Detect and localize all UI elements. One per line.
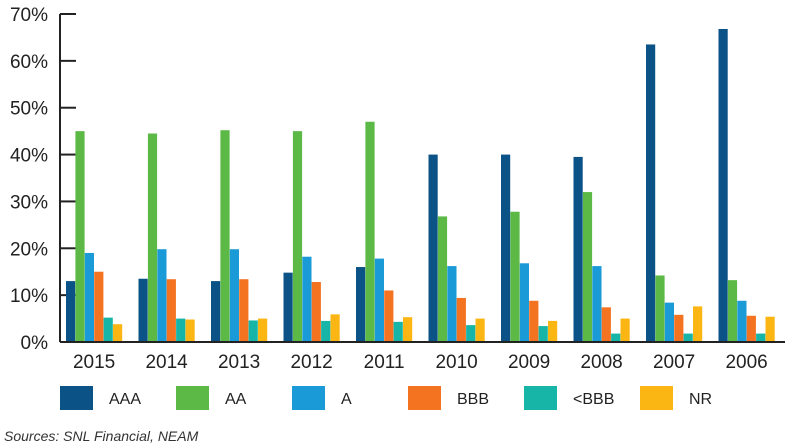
y-tick-label: 40% bbox=[10, 146, 48, 167]
y-tick-label: 10% bbox=[10, 286, 48, 307]
bar-2014-ltBBB bbox=[176, 318, 186, 342]
bar-2007-AA bbox=[655, 275, 665, 342]
bar-2010-AA bbox=[437, 216, 448, 342]
bar-2008-A bbox=[592, 266, 602, 342]
bar-2011-AAA bbox=[356, 267, 366, 342]
bar-2014-AA bbox=[147, 133, 158, 342]
bar-2007-NR bbox=[693, 306, 703, 342]
bar-2013-NR bbox=[258, 318, 268, 342]
y-axis: 0% 10% 20% 30% 40% 50% 60% 70% bbox=[10, 5, 76, 354]
y-tick-label: 20% bbox=[10, 239, 48, 260]
bar-2009-AA bbox=[510, 211, 520, 342]
bar-2012-A bbox=[302, 256, 312, 342]
x-tick-label: 2010 bbox=[435, 352, 477, 373]
bar-2007-ltBBB bbox=[683, 333, 693, 342]
legend-label: AAA bbox=[109, 391, 141, 408]
bar-2009-ltBBB bbox=[538, 326, 548, 342]
bar-2015-AA bbox=[75, 131, 85, 342]
x-tick-label: 2006 bbox=[725, 352, 767, 373]
bar-2015-NR bbox=[113, 324, 123, 342]
bars bbox=[66, 28, 775, 343]
bar-2014-AAA bbox=[138, 278, 148, 342]
legend-label: AA bbox=[225, 391, 247, 408]
legend-label: BBB bbox=[457, 391, 489, 408]
legend-swatch bbox=[292, 386, 325, 410]
bar-2010-BBB bbox=[456, 297, 466, 342]
legend-label: NR bbox=[689, 391, 712, 408]
bar-2010-ltBBB bbox=[466, 325, 476, 342]
bar-2014-A bbox=[157, 249, 167, 342]
bar-2012-BBB bbox=[311, 282, 321, 342]
bar-2012-AA bbox=[292, 131, 303, 342]
x-tick-label: 2008 bbox=[580, 352, 622, 373]
bar-2011-A bbox=[374, 258, 384, 342]
bar-2008-ltBBB bbox=[611, 333, 621, 342]
bar-2006-BBB bbox=[746, 315, 756, 342]
x-tick-label: 2014 bbox=[145, 352, 188, 373]
bar-2009-AAA bbox=[501, 154, 511, 342]
bar-2006-AAA bbox=[718, 28, 728, 343]
x-tick-label: 2007 bbox=[653, 352, 695, 373]
legend-swatch bbox=[640, 386, 673, 410]
legend: AAA AA A BBB <BBB NR bbox=[60, 386, 712, 410]
legend-label: <BBB bbox=[573, 391, 614, 408]
legend-swatch bbox=[60, 386, 93, 410]
bar-2009-NR bbox=[548, 320, 558, 342]
bar-2015-BBB bbox=[94, 271, 104, 342]
bar-2006-ltBBB bbox=[756, 333, 766, 342]
bar-2015-ltBBB bbox=[103, 317, 113, 342]
bar-2008-NR bbox=[620, 318, 630, 342]
bar-2012-NR bbox=[330, 314, 340, 342]
y-tick-label: 60% bbox=[10, 52, 48, 73]
bar-2011-BBB bbox=[384, 290, 394, 342]
bar-2008-BBB bbox=[601, 307, 611, 342]
x-tick-label: 2012 bbox=[290, 352, 332, 373]
legend-swatch bbox=[524, 386, 557, 410]
legend-swatch bbox=[408, 386, 441, 410]
bar-2010-A bbox=[447, 266, 457, 342]
bar-2009-A bbox=[519, 263, 529, 342]
bar-2006-AA bbox=[727, 280, 738, 342]
bar-2008-AA bbox=[582, 192, 593, 342]
bar-2013-ltBBB bbox=[248, 320, 258, 342]
bar-2013-A bbox=[229, 249, 239, 342]
y-tick-label: 70% bbox=[10, 5, 48, 26]
legend-label: A bbox=[341, 391, 352, 408]
bar-2014-BBB bbox=[166, 279, 176, 342]
bar-2006-A bbox=[737, 300, 747, 342]
bar-2009-BBB bbox=[529, 300, 539, 342]
bar-2014-NR bbox=[185, 319, 195, 342]
bar-2015-AAA bbox=[66, 281, 76, 342]
bar-2015-A bbox=[84, 252, 94, 342]
x-axis: 2015 2014 2013 2012 2011 2010 2009 2008 2007 2006 bbox=[60, 341, 785, 373]
bar-2007-BBB bbox=[674, 314, 684, 342]
source-note: Sources: SNL Financial, NEAM bbox=[4, 428, 199, 444]
bar-2010-NR bbox=[475, 318, 485, 342]
legend-swatch bbox=[176, 386, 209, 410]
bar-2013-AAA bbox=[211, 281, 221, 342]
bar-2011-NR bbox=[403, 317, 413, 342]
bar-2010-AAA bbox=[428, 154, 438, 342]
y-tick-label: 30% bbox=[10, 192, 48, 213]
bar-2012-ltBBB bbox=[321, 320, 331, 342]
x-tick-label: 2015 bbox=[73, 352, 115, 373]
y-tick-label: 0% bbox=[21, 333, 49, 354]
bar-2011-AA bbox=[365, 121, 375, 343]
x-tick-label: 2013 bbox=[218, 352, 260, 373]
bar-2011-ltBBB bbox=[393, 321, 403, 342]
bar-2013-AA bbox=[220, 130, 230, 342]
bar-2013-BBB bbox=[239, 279, 249, 342]
bar-2012-AAA bbox=[283, 272, 293, 342]
bar-2007-AAA bbox=[646, 44, 656, 343]
bar-2008-AAA bbox=[573, 156, 583, 342]
bar-2006-NR bbox=[765, 316, 775, 342]
x-tick-label: 2009 bbox=[508, 352, 550, 373]
x-tick-label: 2011 bbox=[364, 352, 405, 373]
bar-2007-A bbox=[664, 302, 674, 342]
y-tick-label: 50% bbox=[10, 99, 48, 120]
